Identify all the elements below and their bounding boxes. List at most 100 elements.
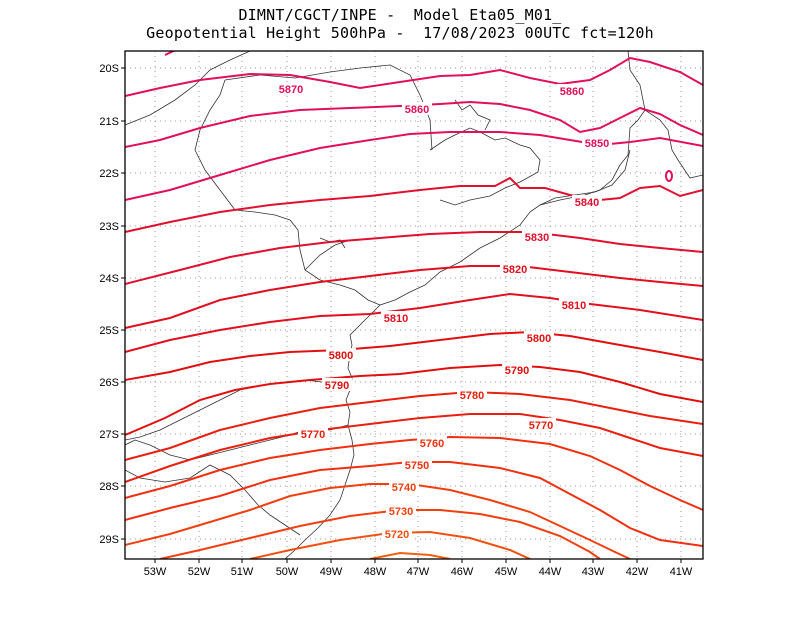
state-border-mg-es xyxy=(627,51,646,111)
lat-label: 24S xyxy=(99,273,119,285)
state-border-ms xyxy=(125,51,251,126)
lat-label: 23S xyxy=(99,221,119,233)
contour-label-bg xyxy=(557,84,587,97)
lon-label: 45W xyxy=(495,566,518,578)
contour-5760 xyxy=(125,435,703,511)
contour-5750 xyxy=(125,461,703,547)
contour-label: 5860 xyxy=(560,86,584,98)
contour-5710 xyxy=(369,551,451,559)
contours xyxy=(125,51,703,559)
lon-label: 53W xyxy=(144,566,167,578)
contour-label: 5760 xyxy=(420,438,444,450)
contour-closed-0 xyxy=(665,170,673,182)
contour-label-bg xyxy=(417,436,447,449)
lat-label: 22S xyxy=(99,168,119,180)
state-border-ms-pr xyxy=(194,79,236,211)
lon-axis: 53W 52W 51W 50W 49W 48W 47W 46W 45W 44W … xyxy=(144,559,693,578)
contour-label: 5870 xyxy=(279,84,303,96)
lat-label: 29S xyxy=(99,534,119,546)
state-border-sp-north xyxy=(224,64,433,151)
contour-5780 xyxy=(125,390,703,461)
lon-label: 41W xyxy=(670,566,693,578)
lon-label: 51W xyxy=(231,566,254,578)
contour-label-bg xyxy=(381,311,411,324)
contour-label-bg xyxy=(276,82,306,95)
contour-label: 5800 xyxy=(527,333,551,345)
lon-label: 43W xyxy=(582,566,605,578)
contour-label-bg xyxy=(502,363,532,376)
lon-label: 46W xyxy=(451,566,474,578)
contour-label: 5860 xyxy=(405,104,429,116)
contour-label: 5830 xyxy=(525,232,549,244)
contour-label-bg xyxy=(582,136,612,149)
contour-label-bg xyxy=(526,418,556,431)
state-border-sp-mg xyxy=(429,127,541,206)
contour-5820 xyxy=(125,265,703,329)
contour-label: 5790 xyxy=(325,380,349,392)
contour-label-bg xyxy=(572,195,602,208)
contour-5840 xyxy=(125,176,703,233)
contour-5790 xyxy=(125,363,703,436)
contour-label-bg xyxy=(298,427,328,440)
contour-label: 5790 xyxy=(505,365,529,377)
contour-label-bg xyxy=(402,458,432,471)
contour-label: 5780 xyxy=(460,390,484,402)
contour-5870 xyxy=(125,56,703,97)
contour-label: 5820 xyxy=(503,264,527,276)
contour-label-bg xyxy=(382,527,412,540)
contour-label-bg xyxy=(326,348,356,361)
contour-label-bg xyxy=(386,504,416,517)
contour-label: 5850 xyxy=(585,138,609,150)
coastline xyxy=(284,109,703,559)
lat-label: 28S xyxy=(99,481,119,493)
lat-label: 27S xyxy=(99,429,119,441)
lat-label: 25S xyxy=(99,325,119,337)
contour-label-bg xyxy=(524,331,554,344)
contour-label-bg xyxy=(322,378,352,391)
contour-label: 5730 xyxy=(389,506,413,518)
contour-label-bg xyxy=(457,388,487,401)
lat-axis: 20S 21S 22S 23S 24S 25S 26S 27S 28S 29S xyxy=(99,63,125,546)
contour-label: 5770 xyxy=(301,429,325,441)
contour-5770 xyxy=(125,413,703,483)
plot-frame xyxy=(124,50,704,560)
lon-label: 47W xyxy=(407,566,430,578)
contour-label: 5770 xyxy=(529,420,553,432)
lon-label: 50W xyxy=(276,566,299,578)
contour-label: 5740 xyxy=(392,482,416,494)
contour-5740 xyxy=(125,483,631,559)
contour-5800 xyxy=(125,330,703,381)
contour-labels: 5870 5860 5860 5850 5840 5830 5820 5810 5810 5800… xyxy=(276,82,612,541)
state-border-sp-pr xyxy=(234,209,381,306)
contour-label-bg xyxy=(402,102,432,115)
contour-label: 5720 xyxy=(385,529,409,541)
contour-5830 xyxy=(125,231,703,285)
lon-label: 52W xyxy=(188,566,211,578)
title-line-2: Geopotential Height 500hPa - 17/08/2023 … xyxy=(146,24,654,42)
lat-label: 26S xyxy=(99,377,119,389)
contour-label-bg xyxy=(389,480,419,493)
contour-label-bg xyxy=(522,230,552,243)
contour-5860 xyxy=(125,100,703,148)
lat-label: 21S xyxy=(99,116,119,128)
lon-label: 42W xyxy=(626,566,649,578)
contour-5850 xyxy=(125,131,703,201)
contour-label: 5810 xyxy=(562,300,586,312)
reservoir xyxy=(454,99,491,131)
lat-label: 20S xyxy=(99,63,119,75)
contour-label: 5810 xyxy=(384,313,408,325)
state-border-rs-uruguay xyxy=(125,464,301,536)
lon-label: 44W xyxy=(539,566,562,578)
title-line-1: DIMNT/CGCT/INPE - Model Eta05_M01_ xyxy=(238,6,562,24)
boundaries xyxy=(125,51,703,559)
contour-label-bg xyxy=(559,298,589,311)
contour-label: 5840 xyxy=(575,197,599,209)
river-paranapanema xyxy=(304,239,351,271)
contour-5810 xyxy=(125,292,703,353)
state-border-rj xyxy=(539,149,631,206)
contour-label: 5800 xyxy=(329,350,353,362)
lon-label: 48W xyxy=(364,566,387,578)
contour-label-bg xyxy=(500,262,530,275)
contour-label: 5750 xyxy=(405,460,429,472)
